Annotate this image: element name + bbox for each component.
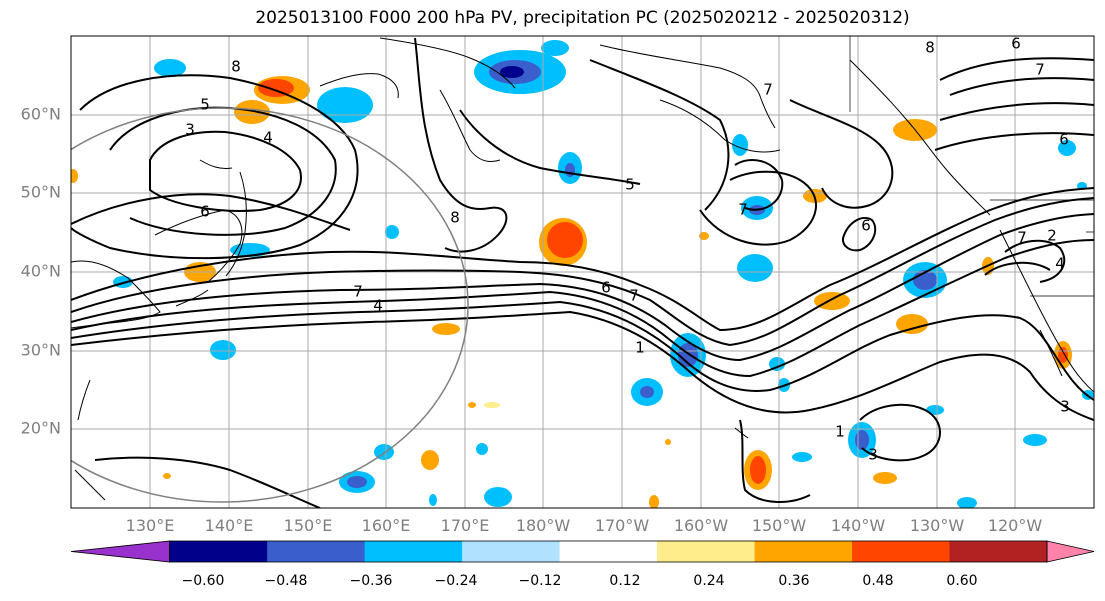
- contour-label: 5: [625, 176, 635, 194]
- colorbar: [70, 540, 1095, 563]
- lat-tick-label: 60°N: [21, 105, 61, 124]
- lon-tick-label: 150°W: [752, 516, 807, 535]
- contour-label: 8: [450, 209, 460, 227]
- contour-label: 3: [1060, 398, 1070, 416]
- colorbar-extend-max: [1046, 540, 1095, 563]
- lat-tick-label: 20°N: [21, 419, 61, 438]
- contour-label-group: 8 5 3 4 6 8 7 4 5 7 6 7 1 6 7 4 3 1 2 3 …: [185, 35, 1070, 464]
- contour-label: 8: [925, 39, 935, 57]
- colorbar-tick-label: 0.36: [778, 573, 809, 589]
- lon-tick-label: 140°E: [205, 516, 254, 535]
- range-ring: [71, 107, 469, 503]
- contour-label: 6: [1059, 131, 1069, 149]
- lat-tick-labels: 20°N 30°N 40°N 50°N 60°N: [21, 105, 61, 438]
- lon-tick-labels: 130°E 140°E 150°E 160°E 170°E 180°W 170°…: [126, 516, 1043, 535]
- colorbar-tick-label: −0.12: [519, 573, 562, 589]
- graticule: [71, 36, 1094, 508]
- contour-label: 5: [200, 96, 210, 114]
- contour-label: 7: [763, 81, 773, 99]
- colorbar-segment: [852, 541, 951, 562]
- contour-label: 6: [200, 203, 210, 221]
- contour-label: 7: [1035, 61, 1045, 79]
- lon-tick-label: 120°W: [988, 516, 1043, 535]
- contour-label: 8: [231, 58, 241, 76]
- contour-label: 4: [373, 297, 383, 315]
- map-title: 2025013100 F000 200 hPa PV, precipitatio…: [255, 8, 910, 28]
- contour-label: 7: [353, 283, 363, 301]
- colorbar-segment: [949, 541, 1048, 562]
- colorbar-segment: [462, 541, 561, 562]
- colorbar-tick-label: 0.60: [946, 573, 977, 589]
- contour-label: 7: [1017, 229, 1027, 247]
- colorbar-segment: [267, 541, 366, 562]
- colorbar-tick-label: 0.12: [609, 573, 640, 589]
- map-frame: [70, 35, 1095, 509]
- contour-label: 6: [601, 279, 611, 297]
- colorbar-segment: [657, 541, 756, 562]
- lon-tick-label: 130°E: [126, 516, 175, 535]
- colorbar-tick-label: 0.24: [693, 573, 724, 589]
- colorbar-tick-label: −0.48: [265, 573, 308, 589]
- pv-contours: [71, 37, 1094, 508]
- contour-label: 3: [185, 121, 195, 139]
- lon-tick-label: 180°W: [516, 516, 571, 535]
- colorbar-segment: [169, 541, 268, 562]
- contour-label: 4: [1055, 255, 1065, 273]
- colorbar-tick-labels: −0.60 −0.48 −0.36 −0.24 −0.12 0.12 0.24 …: [182, 573, 978, 589]
- colorbar-segment: [754, 541, 853, 562]
- lon-tick-label: 130°W: [910, 516, 965, 535]
- colorbar-segment: [364, 541, 463, 562]
- contour-label: 1: [635, 339, 645, 357]
- lat-tick-label: 30°N: [21, 341, 61, 360]
- lon-tick-label: 140°W: [831, 516, 886, 535]
- colorbar-segment: [559, 541, 658, 562]
- lat-tick-label: 40°N: [21, 262, 61, 281]
- colorbar-outline: [169, 540, 1048, 563]
- contour-label: 1: [835, 423, 845, 441]
- lon-tick-label: 170°E: [441, 516, 490, 535]
- contour-label: 7: [629, 287, 639, 305]
- precip-negative-shading: [113, 40, 1094, 508]
- lon-tick-label: 170°W: [595, 516, 650, 535]
- colorbar-tick-label: 0.48: [862, 573, 893, 589]
- colorbar-extend-min: [70, 540, 171, 563]
- lon-tick-label: 160°W: [674, 516, 729, 535]
- lon-tick-label: 160°E: [362, 516, 411, 535]
- contour-label: 6: [1011, 35, 1021, 53]
- colorbar-tick-label: −0.24: [435, 573, 478, 589]
- lat-tick-label: 50°N: [21, 183, 61, 202]
- lon-tick-label: 150°E: [284, 516, 333, 535]
- contour-label: 4: [263, 129, 273, 147]
- contour-label: 2: [1047, 227, 1057, 245]
- contour-label: 3: [868, 446, 878, 464]
- colorbar-tick-label: −0.60: [182, 573, 225, 589]
- contour-label: 6: [861, 217, 871, 235]
- contour-label: 7: [738, 201, 748, 219]
- colorbar-tick-label: −0.36: [350, 573, 393, 589]
